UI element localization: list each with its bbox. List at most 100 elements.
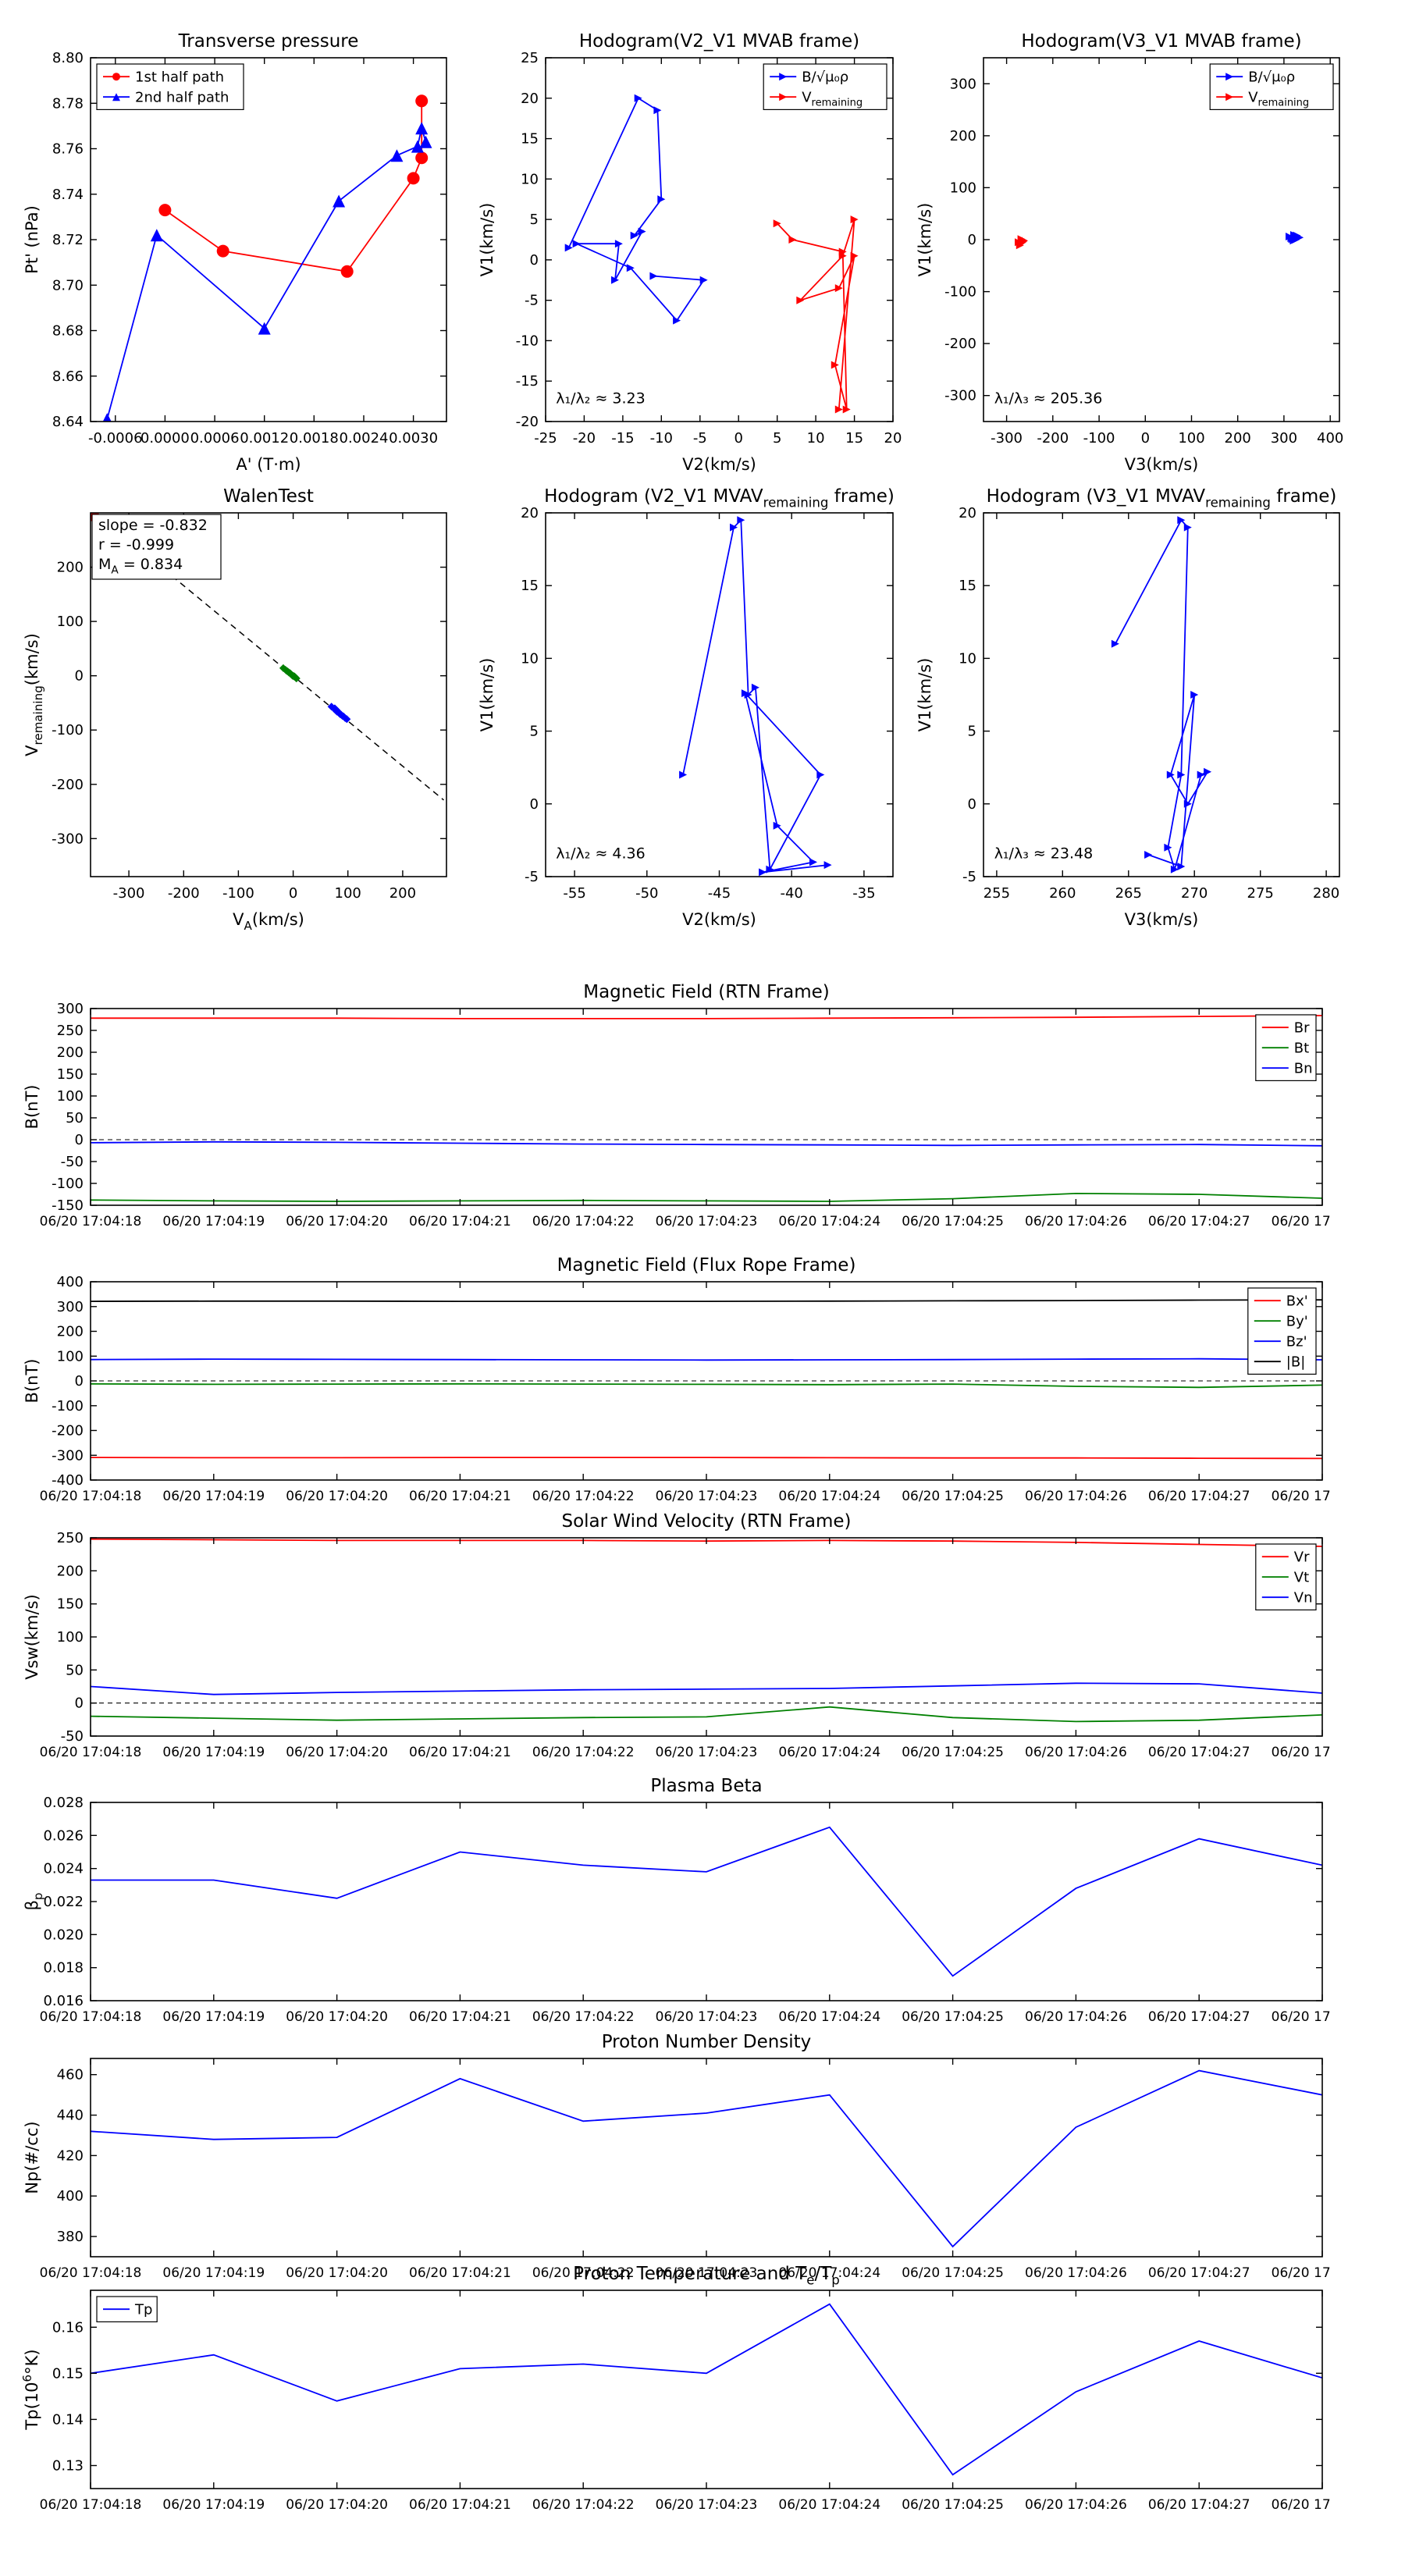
svg-text:WalenTest: WalenTest [223, 486, 314, 507]
svg-text:06/20 17:04:24: 06/20 17:04:24 [778, 1745, 880, 1760]
svg-text:06/20 17:04:24: 06/20 17:04:24 [778, 1214, 880, 1229]
svg-text:-300: -300 [113, 885, 145, 902]
svg-text:V1(km/s): V1(km/s) [916, 203, 934, 277]
svg-text:06/20 17:04:19: 06/20 17:04:19 [162, 2009, 265, 2025]
svg-text:06/20 17:04:24: 06/20 17:04:24 [778, 1489, 880, 1504]
chart-plasma-beta: 06/20 17:04:18 06/20 17:04:19 06/20 17:04:… [20, 1765, 1373, 2041]
svg-text:15: 15 [521, 131, 539, 148]
svg-text:-35: -35 [852, 885, 875, 902]
svg-text:By': By' [1286, 1314, 1308, 1330]
chart-proton-density: 06/20 17:04:18 06/20 17:04:19 06/20 17:04:… [20, 2021, 1373, 2297]
svg-text:0.016: 0.016 [43, 1993, 84, 2009]
svg-text:06/20 17:04:21: 06/20 17:04:21 [409, 2497, 511, 2513]
svg-text:100: 100 [57, 614, 84, 630]
svg-text:06/20 17:04:27: 06/20 17:04:27 [1148, 2497, 1250, 2513]
svg-text:Bx': Bx' [1286, 1293, 1308, 1310]
svg-text:0.022: 0.022 [43, 1894, 84, 1910]
svg-text:5: 5 [968, 724, 976, 740]
svg-text:βp​: βp​ [23, 1893, 45, 1911]
svg-text:0.0024: 0.0024 [340, 430, 389, 447]
svg-text:-15: -15 [611, 430, 634, 447]
svg-text:06/20 17:04:22: 06/20 17:04:22 [532, 2265, 635, 2281]
svg-text:200: 200 [57, 1044, 84, 1061]
svg-text:06/20 17:04:28: 06/20 17:04:28 [1272, 2497, 1332, 2513]
svg-text:0: 0 [968, 796, 976, 813]
svg-text:2nd half path: 2nd half path [135, 90, 229, 106]
svg-text:400: 400 [57, 1274, 84, 1290]
svg-text:06/20 17:04:28: 06/20 17:04:28 [1272, 1745, 1332, 1760]
svg-text:10: 10 [807, 430, 825, 447]
svg-text:0.0030: 0.0030 [389, 430, 438, 447]
svg-text:300: 300 [950, 76, 976, 92]
svg-text:-40: -40 [780, 885, 802, 902]
svg-text:260: 260 [1049, 885, 1076, 902]
svg-text:20: 20 [521, 91, 539, 107]
svg-text:06/20 17:04:19: 06/20 17:04:19 [162, 1489, 265, 1504]
svg-text:06/20 17:04:22: 06/20 17:04:22 [532, 2009, 635, 2025]
svg-text:06/20 17:04:25: 06/20 17:04:25 [902, 2265, 1004, 2281]
svg-text:-400: -400 [52, 1472, 84, 1489]
svg-text:06/20 17:04:23: 06/20 17:04:23 [656, 2265, 758, 2281]
svg-text:-25: -25 [534, 430, 557, 447]
svg-text:25: 25 [521, 50, 539, 66]
svg-text:-200: -200 [168, 885, 200, 902]
svg-text:0.0012: 0.0012 [240, 430, 289, 447]
svg-text:06/20 17:04:25: 06/20 17:04:25 [902, 1745, 1004, 1760]
svg-text:270: 270 [1181, 885, 1208, 902]
svg-text:06/20 17:04:23: 06/20 17:04:23 [656, 1214, 758, 1229]
svg-text:B(nT): B(nT) [23, 1359, 41, 1404]
svg-text:-300: -300 [944, 388, 976, 404]
svg-text:06/20 17:04:23: 06/20 17:04:23 [656, 1489, 758, 1504]
svg-text:06/20 17:04:19: 06/20 17:04:19 [162, 2265, 265, 2281]
svg-text:280: 280 [1313, 885, 1339, 902]
svg-text:200: 200 [1225, 430, 1251, 447]
svg-text:Magnetic Field (RTN Frame): Magnetic Field (RTN Frame) [583, 982, 830, 1002]
svg-text:Plasma Beta: Plasma Beta [650, 1776, 762, 1796]
svg-text:06/20 17:04:27: 06/20 17:04:27 [1148, 2265, 1250, 2281]
svg-text:06/20 17:04:25: 06/20 17:04:25 [902, 1214, 1004, 1229]
svg-text:Transverse pressure: Transverse pressure [178, 31, 359, 52]
svg-text:06/20 17:04:21: 06/20 17:04:21 [409, 2009, 511, 2025]
svg-text:Pt' (nPa): Pt' (nPa) [23, 205, 41, 274]
svg-text:B(nT): B(nT) [23, 1085, 41, 1130]
svg-text:06/20 17:04:26: 06/20 17:04:26 [1025, 1489, 1127, 1504]
svg-text:-200: -200 [1037, 430, 1069, 447]
svg-text:100: 100 [57, 1088, 84, 1105]
svg-text:B/√μ₀ρ: B/√μ₀ρ [802, 69, 848, 86]
svg-text:0: 0 [75, 1373, 84, 1389]
svg-text:|B|: |B| [1286, 1354, 1305, 1371]
svg-text:-100: -100 [944, 284, 976, 301]
svg-text:150: 150 [57, 1596, 84, 1613]
svg-text:250: 250 [57, 1530, 84, 1546]
svg-text:06/20 17:04:27: 06/20 17:04:27 [1148, 1214, 1250, 1229]
svg-text:V2(km/s): V2(km/s) [682, 455, 756, 474]
svg-text:0: 0 [75, 668, 84, 685]
svg-text:0.15: 0.15 [52, 2365, 84, 2382]
svg-text:V3(km/s): V3(km/s) [1125, 455, 1199, 474]
svg-text:-20: -20 [516, 414, 539, 430]
svg-text:-0.0006: -0.0006 [88, 430, 142, 447]
svg-text:06/20 17:04:20: 06/20 17:04:20 [286, 2009, 388, 2025]
svg-text:150: 150 [57, 1066, 84, 1083]
svg-text:06/20 17:04:23: 06/20 17:04:23 [656, 2009, 758, 2025]
svg-text:-200: -200 [52, 777, 84, 793]
svg-text:5: 5 [530, 724, 539, 740]
svg-text:06/20 17:04:19: 06/20 17:04:19 [162, 1214, 265, 1229]
chart-walen-test: -300 -200 -100 0 100 200 -300 -200 -100 0 100 200 Wa… [20, 475, 456, 938]
svg-text:200: 200 [389, 885, 416, 902]
svg-text:Hodogram(V2_V1 MVAB frame): Hodogram(V2_V1 MVAB frame) [579, 31, 859, 52]
chart-magnetic-field-flux-rope: 06/20 17:04:18 06/20 17:04:19 06/20 17:04:… [20, 1244, 1373, 1521]
svg-text:Tp(106​°K): Tp(106​°K) [20, 2349, 41, 2430]
svg-text:-100: -100 [52, 1176, 84, 1192]
svg-text:-300: -300 [991, 430, 1023, 447]
svg-text:06/20 17:04:24: 06/20 17:04:24 [778, 2009, 880, 2025]
svg-text:Magnetic Field (Flux Rope Fram: Magnetic Field (Flux Rope Frame) [557, 1255, 856, 1276]
chart-hodogram-v3v1-mvab: -300 -200 -100 0 100 200 300 400 -300 -200 -100 0 10… [913, 20, 1349, 482]
svg-text:0: 0 [75, 1132, 84, 1148]
svg-text:440: 440 [57, 2108, 84, 2124]
svg-text:B/√μ₀ρ: B/√μ₀ρ [1248, 69, 1295, 86]
svg-text:0.018: 0.018 [43, 1960, 84, 1976]
svg-text:06/20 17:04:18: 06/20 17:04:18 [40, 1214, 142, 1229]
svg-text:06/20 17:04:21: 06/20 17:04:21 [409, 1489, 511, 1504]
svg-text:0: 0 [1141, 430, 1150, 447]
